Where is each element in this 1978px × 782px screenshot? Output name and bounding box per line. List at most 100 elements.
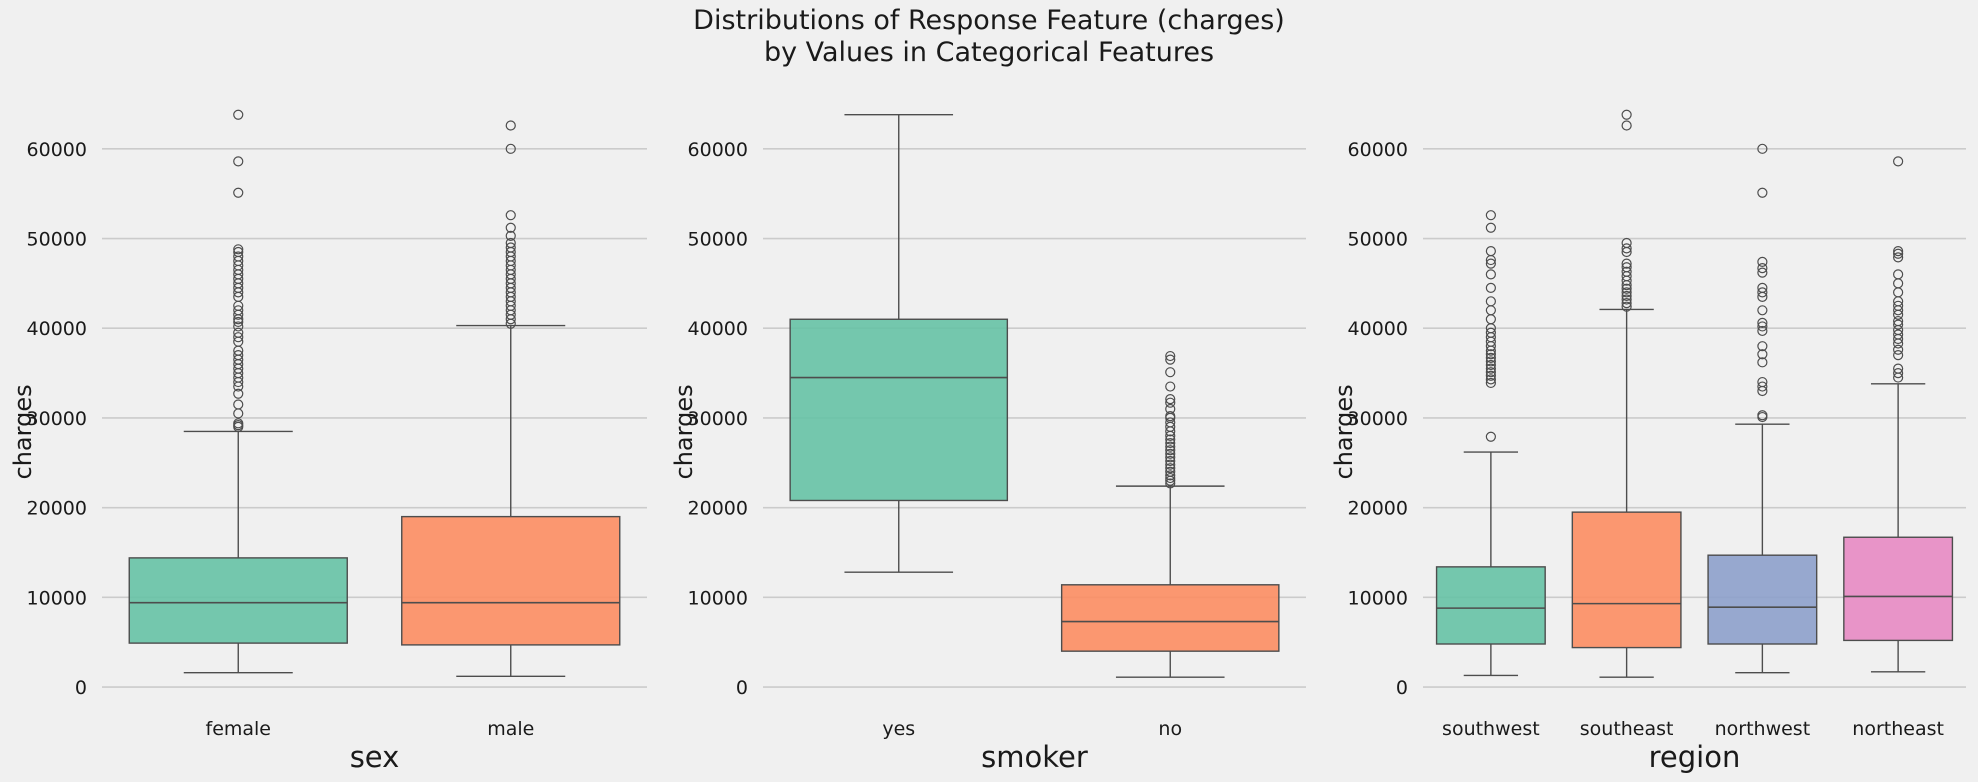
outlier-point [233, 332, 244, 343]
outlier-point [1757, 376, 1768, 388]
figure-title-line-1: Distributions of Response Feature (charg… [693, 5, 1285, 36]
iqr-box [1060, 584, 1280, 652]
outlier-point [1485, 431, 1496, 442]
outlier-point [1165, 417, 1176, 428]
outlier-point [1165, 441, 1176, 452]
outlier-point [1893, 245, 1904, 257]
box-southeast [1571, 109, 1682, 678]
y-tick-label: 20000 [1348, 498, 1408, 520]
outlier-point [233, 109, 244, 120]
x-tick-label: no [1158, 718, 1182, 740]
outlier-point [1893, 319, 1904, 330]
outlier-point [1165, 434, 1176, 445]
outlier-point [1757, 287, 1768, 298]
x-axis-label: region [1649, 740, 1741, 774]
y-tick-label: 0 [1396, 677, 1408, 699]
outlier-point [505, 242, 516, 253]
outlier-point [1165, 367, 1176, 378]
iqr-box [1571, 511, 1682, 649]
outlier-point [233, 350, 244, 361]
outlier-point [1757, 317, 1768, 328]
outlier-point [1893, 278, 1904, 289]
x-tick-label: northwest [1715, 718, 1811, 740]
outlier-point [1485, 210, 1496, 221]
outlier-point [1165, 459, 1176, 470]
outlier-point [1165, 437, 1176, 449]
x-tick-label: female [206, 718, 272, 740]
outlier-point [1485, 356, 1496, 367]
outlier-point [1757, 263, 1768, 274]
y-tick-label: 30000 [27, 408, 87, 430]
outlier-point [1485, 367, 1496, 378]
iqr-box [128, 557, 348, 644]
box-northwest [1707, 143, 1818, 674]
outlier-point [1893, 287, 1904, 298]
iqr-box [1843, 536, 1954, 642]
outlier-point [1893, 269, 1904, 280]
outlier-point [1621, 243, 1632, 254]
outlier-point [233, 251, 244, 262]
outlier-point [1621, 283, 1632, 294]
outlier-point [233, 399, 244, 410]
y-tick-label: 0 [75, 677, 87, 699]
x-tick-label: northeast [1852, 718, 1944, 740]
outlier-point [1757, 282, 1768, 293]
outlier-point [1757, 325, 1768, 337]
outlier-point [1757, 267, 1768, 278]
y-tick-label: 50000 [688, 229, 748, 251]
y-tick-label: 30000 [1348, 408, 1408, 430]
y-tick-label: 60000 [27, 139, 87, 161]
x-tick-label: southwest [1442, 718, 1540, 740]
outlier-point [1757, 381, 1768, 392]
outlier-point [1485, 359, 1496, 371]
outlier-point [1621, 262, 1632, 273]
x-tick-label: male [487, 718, 534, 740]
outlier-point [1893, 344, 1904, 355]
y-axis-label: charges [670, 384, 698, 479]
outlier-point [233, 244, 244, 255]
outlier-point [1165, 466, 1176, 477]
x-tick-label: yes [882, 718, 915, 740]
outlier-point [1165, 394, 1176, 405]
y-tick-label: 50000 [1348, 229, 1408, 251]
box-female [128, 109, 348, 674]
box-yes [789, 114, 1009, 573]
outlier-point [1893, 367, 1904, 379]
outlier-point [1621, 258, 1632, 269]
outlier-point [1893, 248, 1904, 259]
y-tick-label: 40000 [27, 318, 87, 340]
outlier-point [1893, 329, 1904, 340]
x-axis-label: smoker [981, 740, 1088, 774]
outlier-point [233, 388, 244, 399]
box-male [401, 120, 621, 677]
outlier-point [1485, 282, 1496, 293]
outlier-point [505, 230, 516, 241]
panel-region: 0 10000 20000 30000 40000 50000 60000 charges so… [1330, 109, 1966, 774]
outlier-point [1757, 305, 1768, 316]
outlier-point [1485, 222, 1496, 233]
outlier-point [1165, 463, 1176, 474]
outlier-point [1165, 445, 1176, 456]
iqr-box [1707, 554, 1818, 645]
outlier-point [505, 210, 516, 221]
outlier-point [505, 222, 516, 233]
outlier-point [233, 187, 244, 198]
outlier-point [1485, 269, 1496, 280]
outlier-point [1485, 352, 1496, 363]
box-no [1060, 350, 1280, 678]
panel-sex: 0 10000 20000 30000 40000 50000 60000 charges fe… [9, 109, 647, 774]
outlier-point [1757, 256, 1768, 267]
iqr-box [789, 318, 1009, 502]
outlier-point [1621, 298, 1632, 309]
outlier-point [1165, 411, 1176, 422]
outlier-point [1893, 252, 1904, 263]
outlier-point [1621, 120, 1632, 131]
outlier-point [1621, 109, 1632, 120]
outlier-point [1165, 354, 1176, 365]
y-tick-label: 60000 [1348, 139, 1408, 161]
outlier-point [1165, 403, 1176, 415]
outlier-point [1485, 349, 1496, 360]
y-tick-label: 10000 [27, 587, 87, 609]
